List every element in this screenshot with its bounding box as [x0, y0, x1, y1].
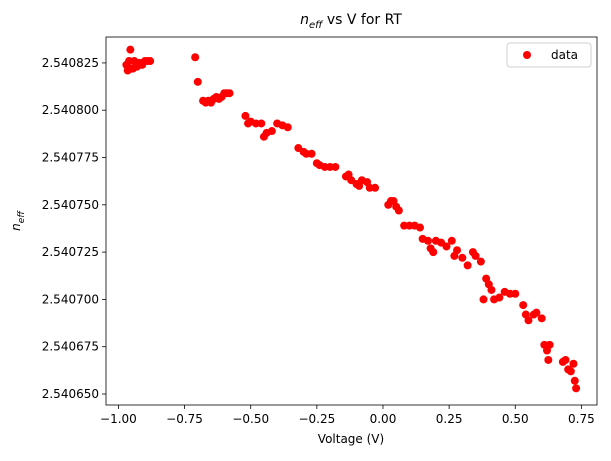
- point: [267, 127, 276, 136]
- point: [463, 261, 472, 270]
- point: [545, 340, 554, 349]
- x-axis-label: Voltage (V): [318, 432, 384, 446]
- point: [257, 119, 266, 128]
- point: [561, 355, 570, 364]
- y-tick-label: 2.540650: [42, 387, 99, 401]
- y-axis-label: neff: [9, 210, 27, 231]
- point: [416, 223, 425, 232]
- y-label-subscript: eff: [17, 210, 27, 224]
- point: [371, 183, 380, 192]
- y-tick-label: 2.540775: [42, 151, 99, 165]
- y-tick-label: 2.540825: [42, 56, 99, 70]
- x-tick-label: 0.50: [502, 412, 529, 426]
- point: [537, 314, 546, 323]
- point: [524, 316, 533, 325]
- title-rest: vs V for RT: [322, 12, 402, 28]
- point: [532, 308, 541, 317]
- y-tick-label: 2.540675: [42, 340, 99, 354]
- x-tick-label: 0.75: [568, 412, 595, 426]
- point: [495, 293, 504, 302]
- point: [191, 53, 200, 62]
- point: [307, 149, 316, 158]
- x-tick-label: −0.50: [232, 412, 269, 426]
- plot-frame: [105, 36, 598, 406]
- point: [453, 246, 462, 255]
- point: [487, 285, 496, 294]
- point: [331, 162, 340, 171]
- y-tick-label: 2.540750: [42, 198, 99, 212]
- legend-label: data: [551, 48, 578, 62]
- point: [471, 251, 480, 260]
- point: [225, 89, 234, 98]
- point: [128, 64, 137, 73]
- y-tick-label: 2.540800: [42, 103, 99, 117]
- y-tick-label: 2.540725: [42, 245, 99, 259]
- x-tick-label: 0.00: [370, 412, 397, 426]
- point: [442, 242, 451, 251]
- point: [519, 301, 528, 310]
- point: [569, 359, 578, 368]
- title-subscript: eff: [309, 20, 324, 31]
- point: [566, 367, 575, 376]
- x-tick-label: −0.25: [298, 412, 335, 426]
- x-tick-label: 0.25: [436, 412, 463, 426]
- point: [423, 236, 432, 245]
- x-tick-label: −0.75: [166, 412, 203, 426]
- point: [511, 289, 520, 298]
- legend-marker: [523, 51, 531, 59]
- point: [394, 206, 403, 215]
- point: [146, 57, 155, 66]
- point: [570, 376, 579, 385]
- x-tick-label: −1.00: [100, 412, 137, 426]
- point: [241, 111, 250, 120]
- chart-title: neff vs V for RT: [300, 12, 402, 31]
- point: [479, 295, 488, 304]
- point: [283, 123, 292, 132]
- point: [572, 384, 581, 393]
- point: [447, 236, 456, 245]
- y-label-symbol: n: [9, 223, 23, 231]
- point: [458, 253, 467, 262]
- legend-box: [506, 42, 592, 68]
- title-symbol: n: [300, 12, 309, 28]
- point: [429, 248, 438, 257]
- point: [544, 355, 553, 364]
- point: [193, 77, 202, 86]
- y-tick-label: 2.540700: [42, 292, 99, 306]
- point: [476, 257, 485, 266]
- point: [126, 45, 135, 54]
